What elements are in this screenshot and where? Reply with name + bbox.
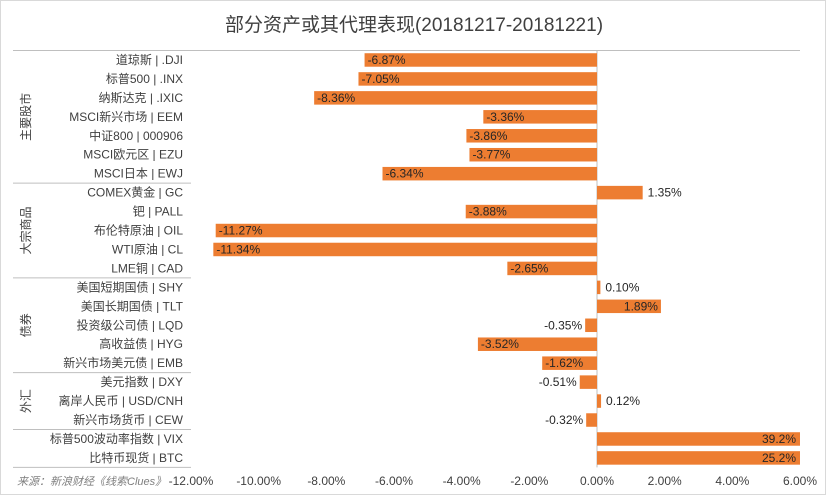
- x-tick-label: -10.00%: [236, 474, 281, 488]
- data-label: -11.27%: [219, 224, 263, 238]
- data-label: 1.89%: [624, 299, 658, 313]
- x-tick-label: 2.00%: [648, 474, 682, 488]
- data-label: -2.65%: [510, 261, 548, 275]
- bar: [597, 394, 602, 408]
- category-label: 道琼斯 | .DJI: [116, 52, 183, 67]
- category-label: LME铜 | CAD: [111, 260, 183, 275]
- bar: [586, 413, 597, 427]
- data-label: -0.32%: [545, 413, 583, 427]
- category-label: 新兴市场货币 | CEW: [73, 412, 183, 427]
- bar: [597, 299, 661, 314]
- bar: [483, 110, 597, 124]
- bar: [477, 337, 597, 351]
- source-note: 来源：新浪财经《线索Clues》: [17, 475, 166, 488]
- x-tick-label: 6.00%: [783, 474, 817, 488]
- data-label: -11.34%: [216, 242, 260, 256]
- bar: [542, 356, 597, 370]
- group-label: 外汇: [19, 389, 33, 413]
- bar: [364, 53, 597, 67]
- category-label: 中证800 | 000906: [89, 128, 183, 143]
- bar: [314, 91, 597, 105]
- bar: [597, 432, 800, 446]
- data-label: -3.77%: [472, 148, 510, 162]
- data-label: -8.36%: [317, 91, 355, 105]
- category-label: 比特币现货 | BTC: [89, 450, 183, 465]
- data-label: -6.34%: [385, 167, 423, 181]
- data-label: 25.2%: [762, 451, 796, 465]
- category-label: MSCI新兴市场 | EEM: [69, 109, 183, 124]
- category-label: 标普500 | .INX: [106, 72, 183, 86]
- category-label: WTI原油 | CL: [112, 242, 183, 256]
- data-label: -7.05%: [361, 72, 399, 86]
- category-label: 美国短期国债 | SHY: [77, 280, 183, 294]
- data-label: 39.2%: [762, 432, 796, 446]
- category-label: 布伦特原油 | OIL: [94, 223, 183, 238]
- x-axis-ticks: -12.00% -10.00% -8.00% -6.00% -4.00% -2.00% 0.…: [169, 474, 818, 488]
- bar: [585, 318, 597, 333]
- bar: [597, 280, 601, 295]
- data-label: -3.36%: [486, 110, 524, 124]
- bar: [466, 129, 597, 143]
- group-label: 大宗商品: [18, 207, 33, 255]
- x-tick-label: -8.00%: [307, 474, 345, 488]
- bar: [213, 242, 597, 257]
- x-tick-label: -4.00%: [443, 474, 481, 488]
- x-tick-label: 4.00%: [715, 474, 749, 488]
- x-tick-label: 0.00%: [580, 474, 614, 488]
- chart-title: 部分资产或其代理表现(20181217-20181221): [225, 14, 603, 36]
- bar: [358, 72, 597, 86]
- category-label: 美国长期国债 | TLT: [81, 299, 184, 313]
- x-tick-label: -6.00%: [375, 474, 413, 488]
- data-labels: -6.87% -7.05% -8.36% -3.36% -3.86% -3.77% -6.3…: [216, 53, 796, 465]
- bar: [597, 451, 800, 465]
- data-label: -3.88%: [469, 205, 507, 219]
- category-label: 美元指数 | DXY: [101, 374, 183, 389]
- data-label: 0.10%: [605, 280, 639, 294]
- bar: [597, 185, 643, 200]
- category-label: 钯 | PALL: [133, 205, 184, 219]
- data-label: -3.52%: [481, 337, 519, 351]
- category-label: MSCI欧元区 | EZU: [83, 148, 183, 162]
- data-label: 0.12%: [606, 394, 640, 408]
- category-label: 投资级公司债 | LQD: [77, 317, 184, 332]
- data-label: 1.35%: [648, 186, 682, 200]
- x-tick-label: -2.00%: [510, 474, 548, 488]
- bar: [215, 223, 597, 238]
- category-label: 新兴市场美元债 | EMB: [63, 355, 183, 370]
- x-tick-label: -12.00%: [169, 474, 214, 488]
- category-label: 标普500波动率指数 | VIX: [50, 431, 183, 446]
- data-label: -0.35%: [544, 318, 582, 332]
- bar: [507, 261, 597, 276]
- bar: [579, 375, 597, 389]
- category-label: 高收益债 | HYG: [99, 336, 183, 351]
- bars: [213, 53, 800, 465]
- bar: [469, 147, 597, 162]
- group-label: 主要股市: [18, 93, 33, 141]
- category-label: 离岸人民币 | USD/CNH: [59, 393, 183, 408]
- category-label: COMEX黄金 | GC: [87, 185, 183, 200]
- bar: [465, 204, 597, 219]
- data-label: -6.87%: [368, 53, 406, 67]
- category-label: 纳斯达克 | .IXIC: [99, 91, 184, 105]
- group-label: 债券: [18, 313, 33, 337]
- bar: [382, 166, 597, 181]
- data-label: -1.62%: [545, 356, 583, 370]
- data-label: -3.86%: [469, 129, 507, 143]
- category-label: MSCI日本 | EWJ: [94, 167, 183, 181]
- category-labels: 道琼斯 | .DJI 标普500 | .INX 纳斯达克 | .IXIC MSCI新兴…: [50, 52, 184, 465]
- data-label: -0.51%: [539, 375, 577, 389]
